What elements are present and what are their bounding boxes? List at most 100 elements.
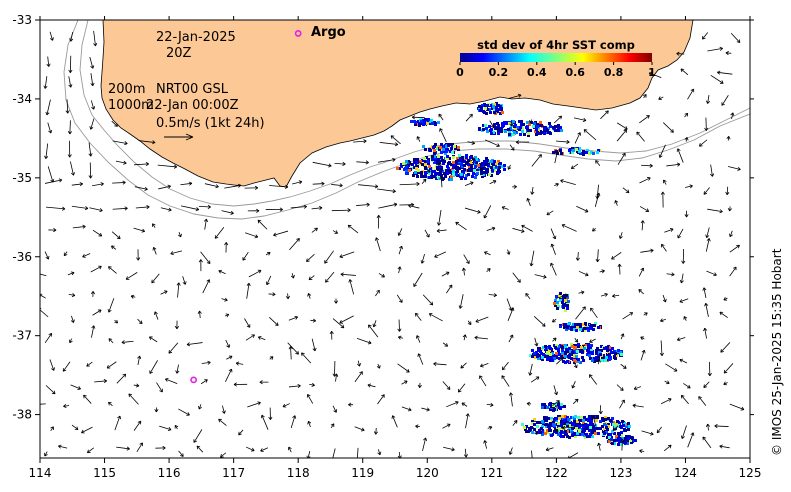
sst-pixel [566, 326, 569, 329]
sst-pixel [563, 296, 566, 299]
sst-pixel [452, 170, 455, 173]
sst-pixel [413, 161, 416, 164]
current-arrow [530, 376, 540, 383]
current-arrow [149, 360, 158, 374]
sst-pixel [426, 122, 429, 125]
sst-pixel [559, 292, 562, 295]
current-arrow [463, 448, 468, 458]
sst-pixel [444, 152, 447, 155]
current-arrow [44, 251, 50, 260]
current-arrow [48, 228, 57, 233]
current-arrow [532, 427, 538, 435]
current-arrow [218, 418, 227, 426]
current-arrow [729, 403, 745, 411]
current-arrow [135, 204, 150, 210]
current-arrow [703, 187, 710, 195]
sst-pixel [467, 169, 470, 172]
sst-pixel [561, 415, 564, 418]
current-arrow [285, 293, 290, 300]
sst-pixel [467, 159, 470, 162]
current-arrow [728, 166, 741, 171]
sst-pixel [573, 147, 576, 150]
current-arrow [617, 152, 626, 165]
current-arrow [420, 253, 425, 264]
sst-pixel [592, 152, 595, 155]
sst-pixel [543, 403, 546, 406]
sst-pixel [586, 149, 589, 152]
sst-pixel [523, 426, 526, 429]
current-arrow [377, 449, 382, 456]
current-arrow [515, 140, 530, 145]
sst-pixel [490, 174, 493, 177]
current-arrow [114, 319, 119, 324]
current-arrow [665, 363, 678, 372]
sst-pixel [595, 356, 598, 359]
sst-pixel [495, 102, 498, 105]
current-arrow [332, 361, 337, 377]
sst-pixel [619, 438, 622, 441]
sst-pixel [583, 327, 586, 330]
sst-pixel [493, 160, 496, 163]
sst-pixel [474, 176, 477, 179]
sst-pixel [564, 430, 567, 433]
sst-pixel [597, 354, 600, 357]
sst-pixel [566, 424, 569, 427]
current-arrow [641, 430, 654, 436]
sst-pixel [565, 433, 568, 436]
current-arrow [155, 445, 166, 451]
sst-pixel [582, 425, 585, 428]
current-arrow [592, 416, 597, 427]
sst-pixel [555, 150, 558, 153]
sst-pixel [455, 173, 458, 176]
sst-pixel [480, 170, 483, 173]
sst-pixel [512, 133, 515, 136]
current-arrow [705, 423, 711, 431]
current-arrow [571, 381, 576, 389]
sst-pixel [570, 416, 573, 419]
sst-pixel [537, 129, 540, 132]
sst-pixel [518, 120, 521, 123]
sst-pixel [529, 429, 532, 432]
sst-pixel [545, 425, 548, 428]
current-arrow [575, 306, 586, 320]
sst-pixel [533, 122, 536, 125]
sst-pixel [575, 355, 578, 358]
current-arrow [202, 279, 211, 294]
sst-pixel [448, 157, 451, 160]
current-arrow [592, 227, 596, 232]
y-tick-label: -37 [12, 329, 32, 343]
sst-pixel [482, 124, 485, 127]
current-arrow [408, 204, 420, 209]
sst-pixel [489, 111, 492, 114]
current-arrow [533, 315, 546, 327]
sst-pixel [582, 345, 585, 348]
current-arrow [312, 161, 332, 168]
sst-pixel [424, 172, 427, 175]
current-arrow [512, 272, 521, 283]
sst-pixel [547, 417, 550, 420]
sst-pixel [509, 127, 512, 130]
current-arrow [573, 361, 578, 369]
current-arrow [600, 110, 609, 120]
sst-pixel [561, 349, 564, 352]
current-arrow [70, 315, 75, 323]
current-arrow [334, 161, 346, 166]
sst-pixel [620, 353, 623, 356]
sst-pixel [539, 121, 542, 124]
y-tick-label: -38 [12, 408, 32, 422]
argo-float-marker [190, 376, 198, 384]
sst-pixel [480, 172, 483, 175]
current-arrow [620, 333, 625, 340]
sst-pixel [463, 164, 466, 167]
sst-pixel [555, 419, 558, 422]
sst-pixel [557, 415, 560, 418]
current-arrow [214, 226, 225, 239]
current-arrow [562, 425, 575, 430]
sst-pixel [606, 428, 609, 431]
current-arrow [260, 414, 269, 430]
sst-pixel [551, 419, 554, 422]
current-arrow [546, 210, 554, 216]
sst-pixel [541, 431, 544, 434]
sst-pixel [540, 352, 543, 355]
